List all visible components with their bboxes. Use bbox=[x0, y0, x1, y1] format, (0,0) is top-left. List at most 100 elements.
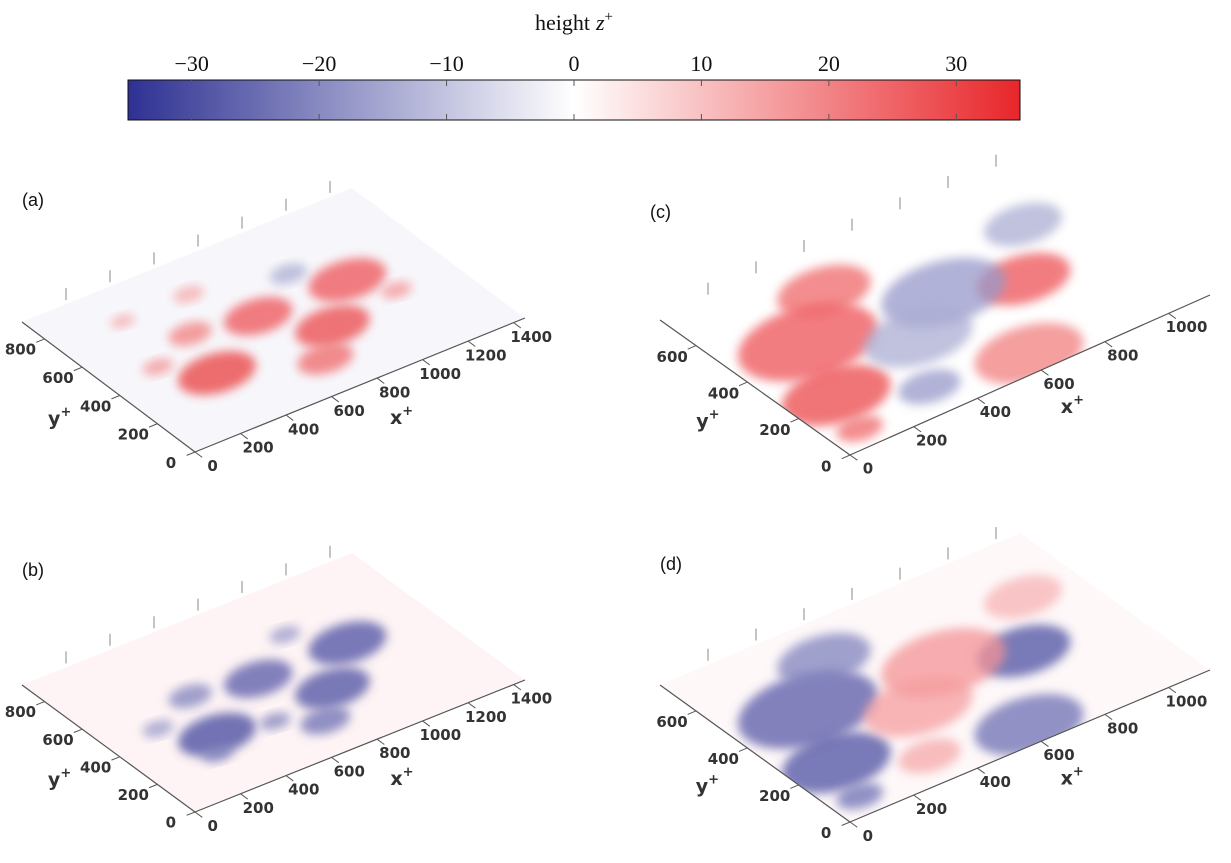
x-tick-label: 0 bbox=[863, 460, 873, 478]
x-tick-label: 600 bbox=[333, 402, 364, 420]
y-axis-label-text: y bbox=[48, 408, 61, 430]
x-tick-label: 400 bbox=[288, 781, 319, 799]
y-tick-label: 200 bbox=[118, 786, 149, 804]
colorbar-tick-label: −20 bbox=[302, 51, 336, 76]
x-tick-label: 800 bbox=[379, 744, 410, 762]
x-tick bbox=[240, 433, 249, 440]
y-tick bbox=[687, 345, 697, 350]
surface-feature bbox=[836, 415, 884, 442]
surface-feature bbox=[269, 625, 301, 644]
x-tick bbox=[849, 454, 858, 461]
surface-feature bbox=[259, 712, 291, 730]
y-tick bbox=[841, 454, 851, 460]
surface-texture bbox=[737, 574, 1084, 810]
y-axis-label: y+ bbox=[48, 766, 71, 791]
surface-feature bbox=[984, 574, 1062, 619]
y-axis-label-sup: + bbox=[60, 405, 71, 420]
y-tick bbox=[73, 366, 83, 372]
x-axis bbox=[849, 669, 1211, 823]
x-tick-label: 0 bbox=[208, 817, 218, 835]
x-axis-label-sup: + bbox=[402, 404, 413, 419]
y-tick-label: 0 bbox=[821, 824, 831, 842]
x-tick-label: 600 bbox=[1043, 746, 1074, 764]
surface-feature bbox=[142, 358, 174, 376]
colorbar-title-text: height bbox=[535, 10, 590, 35]
surface-feature bbox=[269, 263, 308, 285]
surface-feature bbox=[898, 738, 961, 774]
x-tick-label: 200 bbox=[916, 800, 947, 818]
surface-feature bbox=[737, 302, 879, 382]
x-tick-label: 400 bbox=[288, 420, 319, 438]
y-tick-label: 0 bbox=[166, 814, 176, 832]
x-axis-label-text: x bbox=[1061, 767, 1073, 789]
x-tick bbox=[285, 414, 294, 421]
x-tick bbox=[331, 396, 340, 403]
surface-feature bbox=[177, 712, 256, 757]
surface-feature bbox=[380, 281, 412, 299]
x-tick bbox=[240, 793, 249, 800]
x-axis bbox=[194, 679, 526, 813]
y-tick bbox=[790, 418, 799, 423]
panel-label: (a) bbox=[22, 190, 44, 210]
y-axis-label-text: y bbox=[696, 410, 709, 432]
surface-feature bbox=[110, 314, 136, 329]
x-tick bbox=[376, 738, 385, 745]
y-tick-label: 800 bbox=[5, 703, 36, 721]
y-tick bbox=[111, 395, 120, 400]
panel-label: (d) bbox=[660, 554, 682, 574]
y-tick-label: 600 bbox=[42, 731, 73, 749]
y-tick-label: 600 bbox=[42, 369, 73, 387]
surface-feature bbox=[300, 706, 351, 735]
x-tick bbox=[467, 702, 476, 709]
x-tick bbox=[1104, 341, 1113, 348]
x-axis-label-text: x bbox=[390, 768, 402, 790]
surface-feature bbox=[781, 364, 891, 426]
y-axis-label: y+ bbox=[48, 405, 71, 430]
x-tick-label: 1000 bbox=[419, 365, 461, 383]
x-tick bbox=[422, 359, 431, 366]
x-tick-label: 600 bbox=[334, 762, 365, 780]
surface-feature bbox=[777, 264, 871, 318]
y-tick bbox=[186, 451, 196, 456]
y-tick bbox=[738, 381, 748, 387]
y-axis bbox=[659, 684, 851, 823]
y-tick bbox=[738, 747, 748, 752]
surface-feature bbox=[863, 675, 973, 738]
x-tick bbox=[194, 451, 203, 458]
x-tick bbox=[467, 340, 476, 347]
surface-feature bbox=[295, 305, 370, 348]
surface-feature bbox=[223, 296, 293, 336]
x-tick bbox=[913, 794, 922, 801]
surface-feature bbox=[168, 321, 213, 347]
x-tick bbox=[849, 821, 858, 828]
panel-label: (c) bbox=[650, 202, 671, 222]
x-tick bbox=[1168, 312, 1177, 320]
surface-feature bbox=[223, 659, 293, 699]
surface-panel: 02004006008001000120014000200400600800x+… bbox=[5, 545, 552, 835]
y-axis bbox=[659, 319, 851, 456]
colorbar-tick-label: 10 bbox=[690, 51, 712, 76]
x-tick bbox=[194, 811, 203, 818]
x-tick bbox=[376, 377, 385, 384]
surface-feature bbox=[781, 731, 891, 794]
x-tick-label: 1000 bbox=[1166, 692, 1208, 710]
x-tick bbox=[977, 767, 986, 774]
x-axis-label-text: x bbox=[1061, 396, 1073, 418]
x-tick bbox=[1104, 713, 1113, 721]
surface-feature bbox=[984, 202, 1062, 247]
y-axis bbox=[21, 684, 196, 813]
colorbar-title-sup: + bbox=[605, 9, 613, 25]
y-tick-label: 0 bbox=[821, 458, 831, 476]
surface-feature bbox=[898, 369, 961, 405]
surface-feature bbox=[142, 719, 174, 738]
surface-feature bbox=[737, 669, 879, 749]
x-tick-label: 400 bbox=[980, 773, 1011, 791]
x-tick-label: 0 bbox=[207, 457, 217, 475]
y-tick bbox=[790, 784, 799, 789]
x-tick bbox=[513, 684, 522, 691]
x-axis-label: x+ bbox=[1061, 393, 1084, 418]
x-axis-label: x+ bbox=[1061, 764, 1084, 789]
y-axis-label-text: y bbox=[48, 769, 61, 791]
x-axis-label-sup: + bbox=[403, 765, 414, 780]
